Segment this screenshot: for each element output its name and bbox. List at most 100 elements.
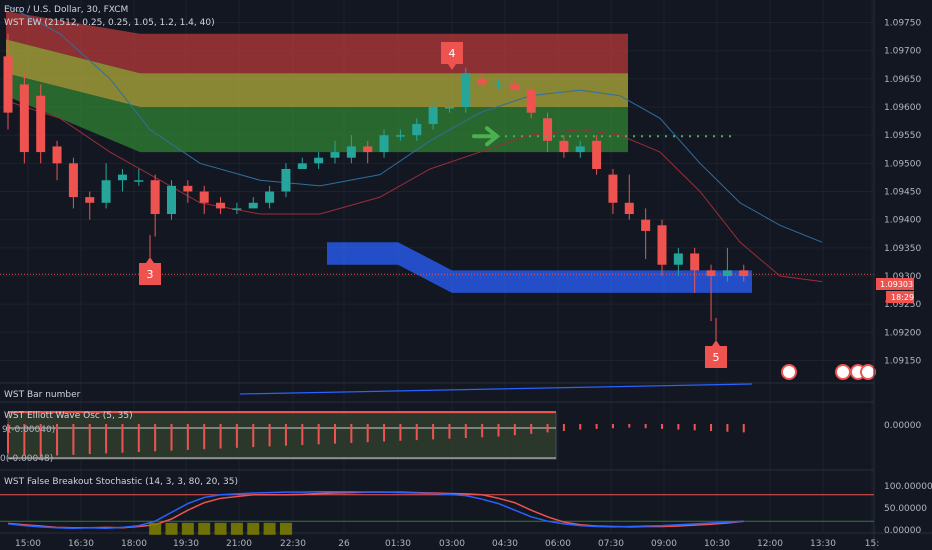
ewo-bar [497,424,500,437]
ma-blue-line [7,5,823,243]
candle-body [363,146,373,153]
price-tick-label: 1.09700 [884,47,921,57]
ewo-bar [186,424,189,450]
elliott-upper-value: 9(-0.00040) [2,425,55,435]
time-tick-label: 15:00 [15,539,41,549]
ewo-bar [710,424,713,431]
bar-number-line [239,383,753,395]
stoch-tick-label: 100.00000 [884,482,932,492]
candle-body [739,270,749,276]
candle-body [379,135,389,153]
stochastic-pane [0,490,874,535]
wave-label-box [705,340,727,368]
candle-body [690,253,700,271]
candle-body [722,270,732,276]
stoch-marker [279,522,292,535]
time-tick-label: 13:30 [810,539,836,549]
ewo-bar [39,424,42,457]
ewo-bar [121,424,124,453]
candle-body [477,78,487,85]
stoch-marker [165,522,178,535]
price-tick-label: 1.09750 [884,19,921,29]
candle-body [68,163,78,198]
candle-body [641,219,651,231]
candle-body [281,168,291,192]
elliott-lower-value: 0(-0.00048) [0,454,53,464]
time-tick-label: 16:30 [68,539,94,549]
last-price-value: 1.09303 [880,280,913,289]
time-tick-label: 21:00 [226,539,252,549]
ewo-bar [301,424,304,445]
ewo-bar [366,424,369,443]
candle-body [150,180,160,215]
ewo-bar [661,424,663,429]
ewo-bar [644,424,647,429]
candle-body [461,73,471,108]
stoch-marker [247,522,260,535]
stoch-marker [214,522,227,535]
zone-yellow [6,39,628,108]
candle-body [575,146,585,153]
ewo-background [7,412,557,460]
ewo-bar [219,424,222,449]
ewo-bar [252,424,255,448]
time-axis[interactable]: 15:00 16:30 18:00 19:30 21:00 22:30 26 01:30 03:… [15,539,879,549]
pane-title-elliott: WST Elliott Wave Osc (5, 35) [4,411,133,421]
time-tick-label: 03:00 [439,539,465,549]
ewo-bar [513,424,516,436]
symbol-title: Euro / U.S. Dollar, 30, FXCM [4,5,128,15]
price-tick-label: 1.09300 [884,272,921,282]
price-tick-label: 1.09200 [884,328,921,338]
price-tick-label: 1.09450 [884,188,921,198]
stoch-marker [230,522,243,535]
price-tick-label: 1.09600 [884,103,921,113]
ewo-bar [72,424,75,455]
wave-label-box [139,257,161,285]
candle-body [657,225,667,265]
price-tick-label: 1.09150 [884,356,921,366]
ewo-bar [432,424,435,440]
time-tick-label: 01:30 [385,539,411,549]
time-tick-label: 06:00 [545,539,571,549]
wave-label-text: 3 [147,268,154,281]
ewo-bar [530,424,533,434]
wave5-target-box [327,242,752,293]
price-axis[interactable]: 1.09150 1.09200 1.09250 1.09300 1.09350 1.094… [884,19,932,536]
time-tick-label: 07:30 [598,539,624,549]
stoch-series-line [7,491,744,529]
stoch-marker [181,522,194,535]
wave-label-text: 5 [713,351,720,364]
ewo-bar [334,424,336,444]
ewo-bar [383,424,386,442]
last-price-tag [876,278,914,290]
zone-red [6,11,628,74]
ewo-bar [546,424,549,433]
pane-title-stochastic: WST False Breakout Stochastic (14, 3, 3,… [4,477,238,487]
event-icon [860,364,876,380]
ewo-bar [726,424,729,432]
wave-label-text: 4 [449,47,456,60]
wave4-target-zones [6,11,628,153]
time-tick-label: 12:00 [757,539,783,549]
candle-body [673,253,683,265]
wave-label-box [441,42,463,70]
time-tick-label: 18:00 [121,539,147,549]
candle-body [314,157,324,164]
pane-title-bar-number: WST Bar number [4,390,81,400]
candle-body [3,56,13,113]
ewo-bar [268,424,271,447]
event-icon [835,364,851,380]
ewo-bar [284,424,287,446]
candle-body [395,135,405,137]
zone-green [6,73,628,153]
candle-body [183,185,193,192]
ma-red-line [7,100,823,283]
candle-body [52,146,62,164]
candle-body [36,95,46,153]
ewo-bar [595,424,598,429]
ewo-bar [56,424,59,456]
candle-body [444,107,454,109]
candle-body [85,197,95,203]
price-tick-label: 1.09400 [884,216,921,226]
